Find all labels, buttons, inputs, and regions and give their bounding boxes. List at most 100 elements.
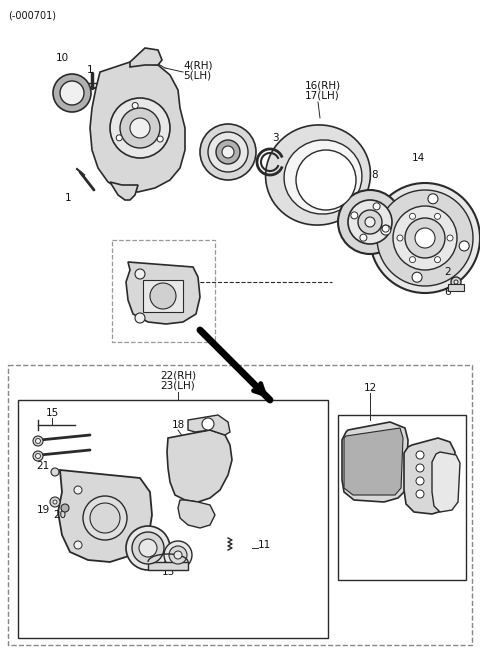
Text: 8: 8 (372, 170, 378, 180)
Circle shape (74, 486, 82, 494)
Circle shape (174, 551, 182, 559)
Polygon shape (130, 48, 162, 67)
Circle shape (348, 200, 392, 244)
Circle shape (434, 257, 441, 263)
Bar (148, 562, 188, 570)
Circle shape (405, 218, 445, 258)
Bar (18, 400, 328, 638)
Circle shape (33, 436, 43, 446)
Circle shape (428, 194, 438, 204)
Text: 20: 20 (53, 510, 67, 520)
Text: (-000701): (-000701) (8, 10, 56, 20)
Circle shape (53, 74, 91, 112)
Text: 6: 6 (444, 287, 451, 297)
Text: 9: 9 (344, 190, 350, 200)
Text: 2: 2 (444, 267, 451, 277)
Circle shape (126, 526, 170, 570)
Ellipse shape (265, 125, 371, 225)
Polygon shape (178, 500, 215, 528)
Text: 12: 12 (363, 383, 377, 393)
Circle shape (409, 214, 416, 219)
Circle shape (110, 98, 170, 158)
Circle shape (53, 500, 57, 504)
Text: 19: 19 (36, 505, 49, 515)
Polygon shape (188, 415, 230, 435)
Polygon shape (342, 422, 408, 502)
Polygon shape (167, 430, 232, 502)
Circle shape (33, 451, 43, 461)
Circle shape (132, 532, 164, 564)
Text: 1: 1 (87, 65, 93, 75)
Circle shape (416, 451, 424, 459)
Circle shape (416, 464, 424, 472)
Polygon shape (58, 470, 152, 562)
Circle shape (434, 214, 441, 219)
Circle shape (50, 497, 60, 507)
Circle shape (150, 283, 176, 309)
Circle shape (296, 150, 356, 210)
Circle shape (365, 217, 375, 227)
Circle shape (116, 135, 122, 141)
Circle shape (382, 225, 389, 232)
Text: 14: 14 (411, 153, 425, 163)
Text: 23(LH): 23(LH) (161, 381, 195, 391)
Circle shape (202, 418, 214, 430)
Text: 11: 11 (258, 540, 271, 550)
Ellipse shape (284, 140, 362, 214)
Circle shape (157, 136, 163, 142)
Text: 7: 7 (225, 143, 231, 153)
Bar (143, 280, 183, 312)
Circle shape (416, 490, 424, 498)
Circle shape (222, 146, 234, 158)
Text: 22(RH): 22(RH) (160, 370, 196, 380)
Circle shape (216, 140, 240, 164)
Circle shape (120, 108, 160, 148)
Polygon shape (126, 262, 200, 324)
Bar (338, 415, 466, 580)
Circle shape (164, 541, 192, 569)
Text: 13: 13 (161, 567, 175, 577)
Circle shape (139, 539, 157, 557)
Text: 21: 21 (36, 461, 49, 471)
Text: 15: 15 (46, 408, 59, 418)
Polygon shape (344, 428, 403, 495)
Circle shape (135, 313, 145, 323)
Circle shape (451, 277, 461, 287)
Polygon shape (90, 62, 185, 192)
Circle shape (90, 503, 120, 533)
Circle shape (415, 228, 435, 248)
Text: 18: 18 (171, 420, 185, 430)
Circle shape (51, 468, 59, 476)
Circle shape (409, 257, 416, 263)
Circle shape (373, 203, 380, 210)
Text: 4(RH): 4(RH) (183, 60, 213, 70)
Circle shape (338, 190, 402, 254)
Circle shape (454, 280, 458, 284)
Circle shape (358, 210, 382, 234)
Circle shape (351, 212, 358, 219)
Text: 17(LH): 17(LH) (305, 91, 340, 101)
Circle shape (360, 234, 367, 241)
Circle shape (381, 225, 391, 235)
Polygon shape (432, 452, 460, 512)
Circle shape (130, 118, 150, 138)
Circle shape (61, 504, 69, 512)
Circle shape (132, 103, 138, 109)
Polygon shape (404, 438, 455, 514)
Circle shape (60, 81, 84, 105)
Circle shape (36, 453, 40, 458)
Circle shape (447, 235, 453, 241)
Circle shape (135, 269, 145, 279)
Text: 16(RH): 16(RH) (305, 80, 341, 90)
Polygon shape (110, 182, 138, 200)
Circle shape (416, 477, 424, 485)
Circle shape (393, 206, 457, 270)
Circle shape (208, 132, 248, 172)
Circle shape (459, 241, 469, 251)
Text: 5(LH): 5(LH) (183, 71, 211, 81)
Text: 3: 3 (272, 133, 278, 143)
Bar (448, 284, 464, 291)
Circle shape (74, 541, 82, 549)
Text: 1: 1 (65, 193, 72, 203)
Circle shape (377, 190, 473, 286)
